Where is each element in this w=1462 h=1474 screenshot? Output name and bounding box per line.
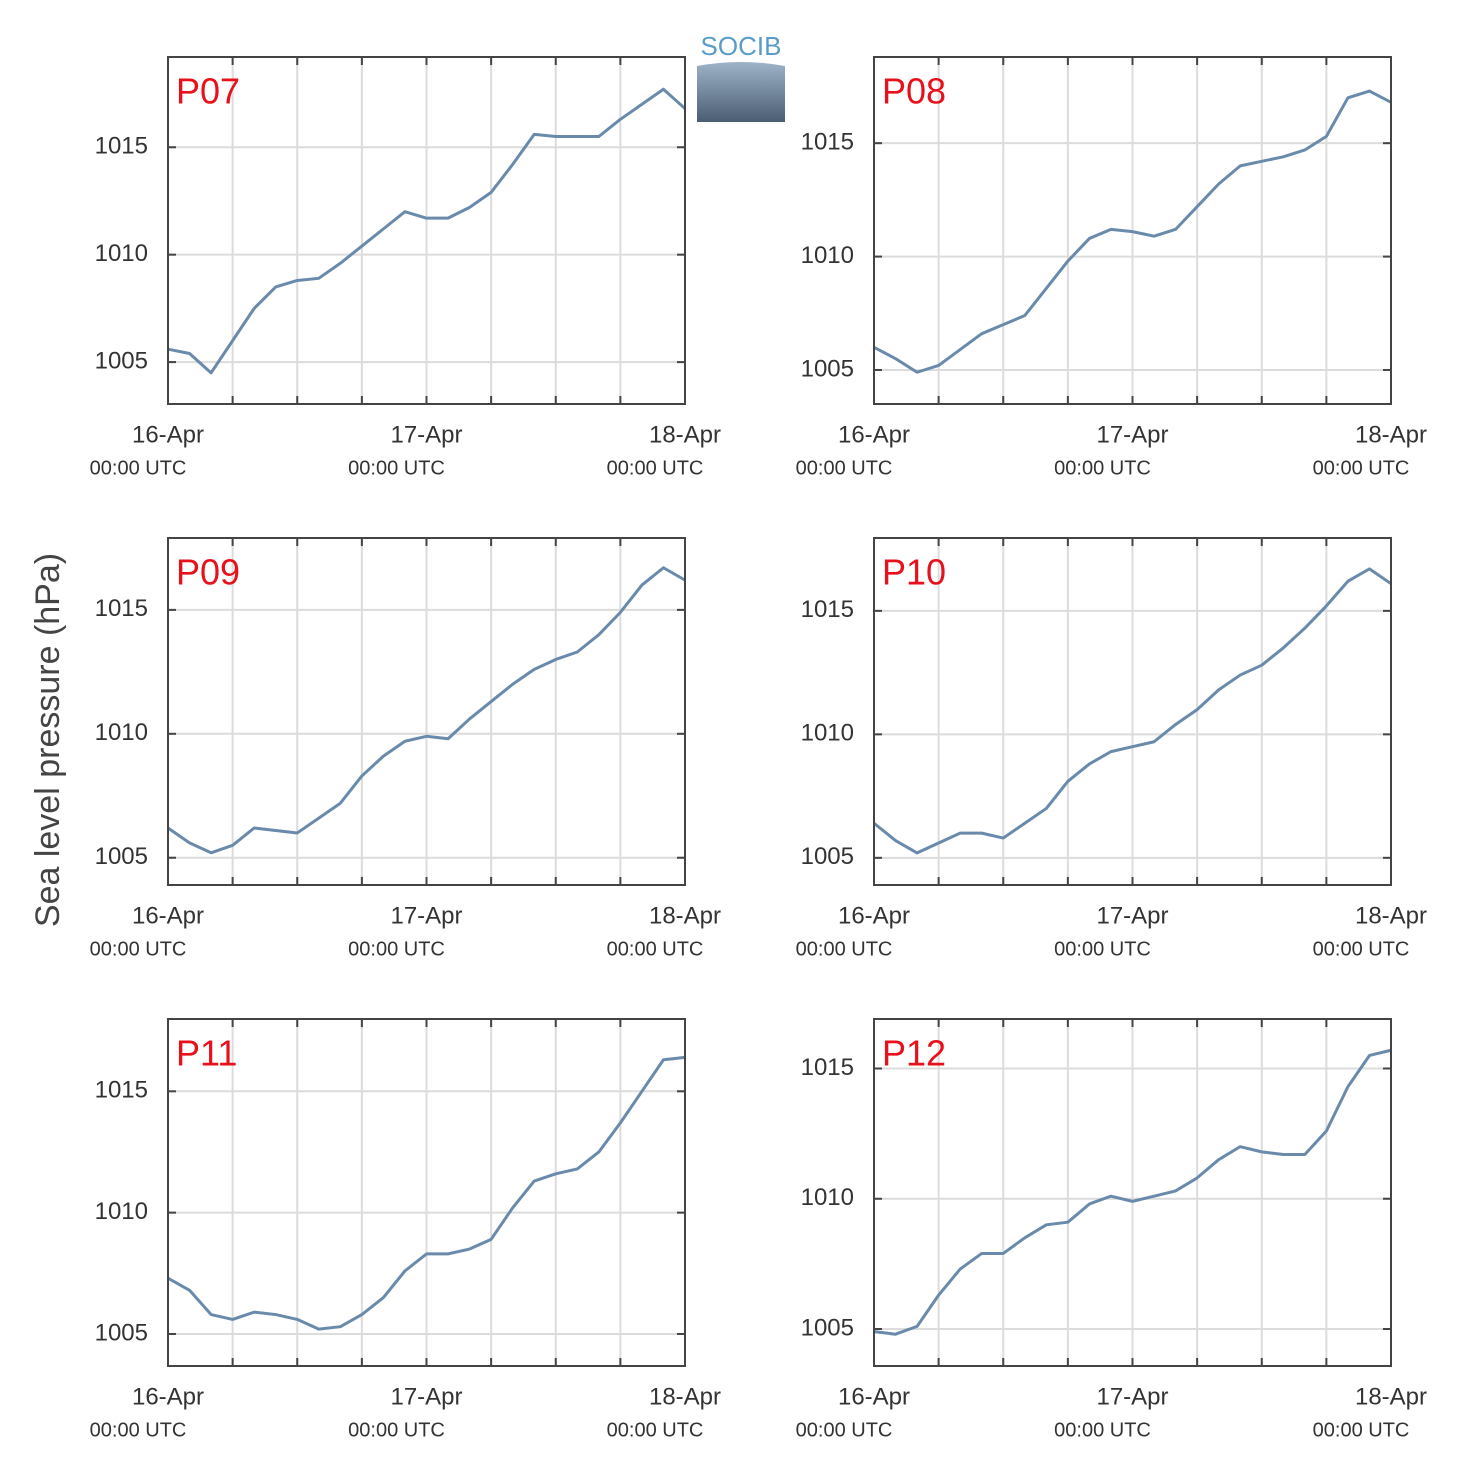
x-tick-sublabel: 00:00 UTC: [796, 1419, 893, 1441]
x-tick-sublabel: 00:00 UTC: [1313, 1419, 1410, 1441]
y-tick-label: 1010: [801, 720, 854, 747]
x-tick-label: 17-Apr: [390, 421, 462, 448]
y-tick-label: 1005: [801, 355, 854, 382]
x-tick-sublabel: 00:00 UTC: [607, 938, 704, 960]
data-line: [873, 89, 1392, 374]
data-line: [167, 566, 686, 855]
chart-title: P08: [882, 71, 946, 112]
data-line: [873, 567, 1392, 855]
x-tick-sublabel: 00:00 UTC: [1054, 1419, 1151, 1441]
x-tick-label: 16-Apr: [132, 421, 204, 448]
x-tick-label: 17-Apr: [1096, 421, 1168, 448]
logo: SOCIB: [697, 31, 785, 122]
x-tick-label: 18-Apr: [1355, 902, 1427, 929]
y-tick-label: 1005: [95, 1319, 148, 1346]
y-tick-label: 1015: [95, 1077, 148, 1104]
plot-frame: [873, 1018, 1392, 1367]
logo-shape: [697, 62, 785, 122]
chart-title: P09: [176, 552, 240, 593]
x-tick-sublabel: 00:00 UTC: [348, 457, 445, 479]
data-line: [873, 1048, 1392, 1336]
y-tick-label: 1010: [801, 242, 854, 269]
y-tick-label: 1015: [95, 595, 148, 622]
x-tick-sublabel: 00:00 UTC: [1313, 938, 1410, 960]
y-tick-label: 1015: [95, 133, 148, 160]
y-axis-label: Sea level pressure (hPa): [29, 553, 67, 927]
y-tick-label: 1005: [801, 843, 854, 870]
plot-frame: [873, 56, 1392, 405]
chart-title: P12: [882, 1033, 946, 1074]
x-tick-label: 18-Apr: [649, 1383, 721, 1410]
x-tick-sublabel: 00:00 UTC: [90, 1419, 187, 1441]
chart-title: P10: [882, 552, 946, 593]
x-tick-label: 18-Apr: [1355, 1383, 1427, 1410]
x-tick-label: 17-Apr: [1096, 902, 1168, 929]
data-line: [167, 1055, 686, 1331]
y-tick-label: 1010: [95, 1198, 148, 1225]
y-tick-label: 1015: [801, 129, 854, 156]
x-tick-sublabel: 00:00 UTC: [348, 1419, 445, 1441]
plot-frame: [167, 1018, 686, 1367]
y-tick-label: 1010: [95, 719, 148, 746]
plot-frame: [873, 537, 1392, 886]
x-tick-label: 16-Apr: [838, 1383, 910, 1410]
y-tick-label: 1005: [95, 347, 148, 374]
chart-title: P11: [176, 1033, 237, 1074]
x-tick-label: 16-Apr: [132, 902, 204, 929]
x-tick-sublabel: 00:00 UTC: [607, 457, 704, 479]
x-tick-label: 18-Apr: [1355, 421, 1427, 448]
x-tick-sublabel: 00:00 UTC: [796, 938, 893, 960]
data-line: [167, 87, 687, 375]
x-tick-label: 16-Apr: [838, 421, 910, 448]
x-tick-sublabel: 00:00 UTC: [796, 457, 893, 479]
x-tick-sublabel: 00:00 UTC: [90, 457, 187, 479]
x-tick-label: 17-Apr: [1096, 1383, 1168, 1410]
y-tick-label: 1010: [95, 240, 148, 267]
y-tick-label: 1010: [801, 1184, 854, 1211]
x-tick-label: 18-Apr: [649, 902, 721, 929]
x-tick-label: 16-Apr: [838, 902, 910, 929]
y-tick-label: 1005: [95, 843, 148, 870]
plot-frame: [167, 537, 686, 886]
y-tick-label: 1015: [801, 596, 854, 623]
x-tick-label: 16-Apr: [132, 1383, 204, 1410]
y-tick-label: 1005: [801, 1314, 854, 1341]
x-tick-label: 18-Apr: [649, 421, 721, 448]
x-tick-sublabel: 00:00 UTC: [90, 938, 187, 960]
y-tick-label: 1015: [801, 1054, 854, 1081]
x-tick-sublabel: 00:00 UTC: [1313, 457, 1410, 479]
chart-title: P07: [176, 71, 240, 112]
logo-text: SOCIB: [701, 31, 782, 61]
x-tick-sublabel: 00:00 UTC: [607, 1419, 704, 1441]
x-tick-label: 17-Apr: [390, 1383, 462, 1410]
x-tick-sublabel: 00:00 UTC: [348, 938, 445, 960]
x-tick-label: 17-Apr: [390, 902, 462, 929]
x-tick-sublabel: 00:00 UTC: [1054, 457, 1151, 479]
x-tick-sublabel: 00:00 UTC: [1054, 938, 1151, 960]
plot-frame: [167, 56, 686, 405]
